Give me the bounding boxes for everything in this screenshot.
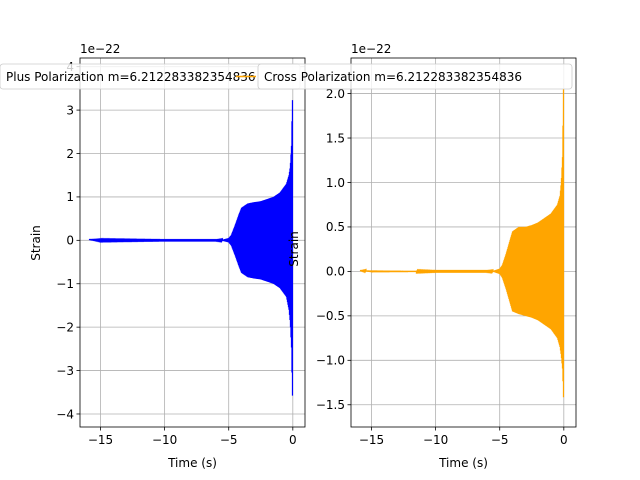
y-tick-label: −1.5 (316, 398, 345, 412)
y-tick-label: −1.0 (316, 354, 345, 368)
y-tick-label: −2 (56, 320, 74, 334)
x-axis-label: Time (s) (167, 456, 217, 470)
x-tick-label: 0 (289, 433, 297, 447)
x-tick-label: 0 (560, 433, 568, 447)
x-tick-label: −5 (220, 433, 238, 447)
x-tick-label: −15 (359, 433, 384, 447)
y-axis-label: Strain (29, 225, 43, 261)
y-tick-label: 2 (66, 147, 74, 161)
y-axis-label: Strain (287, 231, 301, 267)
y-tick-label: −1 (56, 277, 74, 291)
series-line (88, 100, 294, 396)
legend-box (257, 63, 573, 90)
x-tick-label: −10 (423, 433, 448, 447)
legend: Cross Polarization m=6.212283382354836 (236, 63, 573, 90)
series-line (359, 88, 565, 398)
axes-frame (350, 57, 577, 428)
x-tick-label: −15 (88, 433, 113, 447)
y-tick-label: −4 (56, 407, 74, 421)
x-tick-label: −10 (152, 433, 177, 447)
legend: Plus Polarization m=6.212283382354836 (0, 63, 301, 90)
x-axis-label: Time (s) (438, 456, 488, 470)
legend-label: Plus Polarization m=6.212283382354836 (6, 70, 256, 84)
legend-label: Cross Polarization m=6.212283382354836 (264, 70, 522, 84)
y-tick-label: 0.5 (326, 220, 345, 234)
plus-polarization-panel: −15−10−50−4−3−2−101234Time (s)Strain1e−2… (0, 42, 306, 470)
axis-offset-label: 1e−22 (80, 42, 120, 56)
y-tick-label: 1.0 (326, 176, 345, 190)
y-tick-label: 1.5 (326, 131, 345, 145)
y-tick-label: 0 (66, 234, 74, 248)
cross-polarization-panel: −15 −10 −5 0 −1.5 −1.0 −0.5 0.0 0.5 1.0 1.5 2.0 Time… (236, 42, 577, 470)
x-tick-label: −5 (491, 433, 509, 447)
y-tick-label: −0.5 (316, 309, 345, 323)
y-tick-label: 1 (66, 190, 74, 204)
axis-offset-label: 1e−22 (351, 42, 391, 56)
y-tick-label: 3 (66, 103, 74, 117)
y-tick-label: −3 (56, 364, 74, 378)
y-tick-label: 2.0 (326, 87, 345, 101)
axes-frame (79, 57, 306, 428)
y-tick-label: 0.0 (326, 265, 345, 279)
